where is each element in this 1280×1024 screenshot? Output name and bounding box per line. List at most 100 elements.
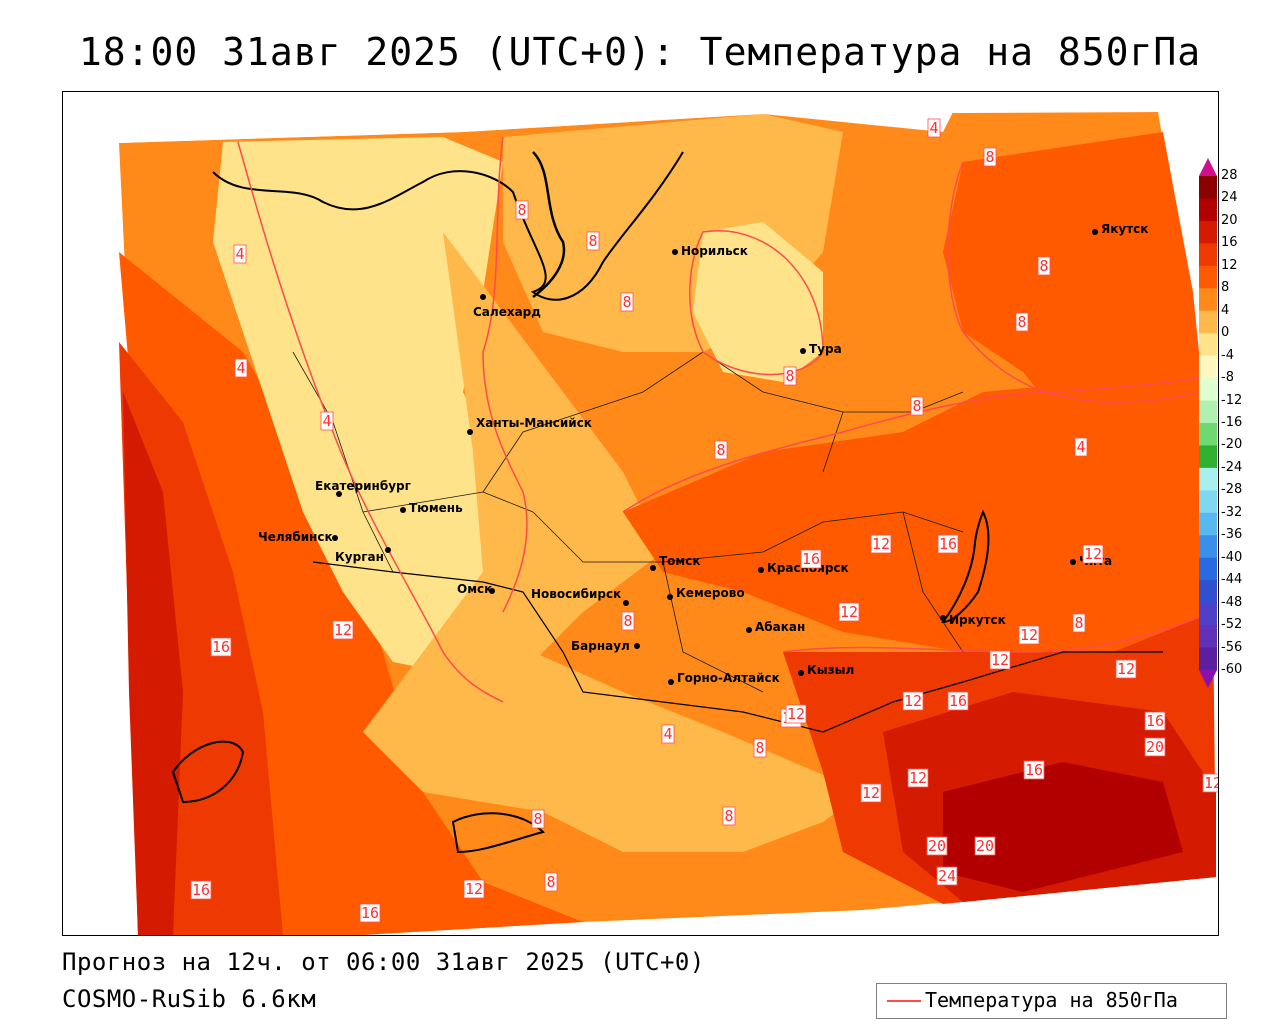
colorbar-tick-label: 20 xyxy=(1221,212,1238,228)
isoline-value-label: 8 xyxy=(517,201,526,219)
isoline-label-box xyxy=(234,358,248,378)
city-dot xyxy=(940,615,946,621)
isoline-label-box xyxy=(332,620,354,640)
isoline-label-box xyxy=(233,244,247,264)
isoline-label-box xyxy=(320,411,334,431)
warm-zone-east xyxy=(623,372,1213,652)
coastline xyxy=(212,151,684,301)
isoline-value-label: 8 xyxy=(716,441,725,459)
colorbar-tick-label: 16 xyxy=(1221,235,1238,251)
isoline-label-box xyxy=(947,691,969,711)
isoline-label-box xyxy=(1115,659,1137,679)
colorbar-segment xyxy=(1199,243,1217,267)
colorbar-segment xyxy=(1199,580,1217,604)
isoline-label-box xyxy=(907,768,929,788)
isoline-label-box xyxy=(531,809,545,829)
isoline-value-label: 16 xyxy=(949,692,967,710)
colorbar-segment xyxy=(1199,625,1217,649)
city-dot xyxy=(668,679,674,685)
colorbar-tick-label: -16 xyxy=(1221,415,1243,430)
colorbar xyxy=(1199,158,1217,688)
colorbar-segment xyxy=(1199,490,1217,514)
isotherm-4 xyxy=(237,141,504,703)
mild-band-south xyxy=(363,652,863,852)
colorbar-tick-label: 0 xyxy=(1221,325,1230,341)
isoline-value-label: 12 xyxy=(862,784,880,802)
isoline-value-label: 12 xyxy=(872,535,890,553)
city-dot xyxy=(798,670,804,676)
colorbar-tick-label: -36 xyxy=(1221,527,1243,543)
isoline-value-label: 20 xyxy=(1146,738,1164,756)
colorbar-tick-label: -48 xyxy=(1221,594,1243,610)
city-label-yekaterinburg: Екатеринбург xyxy=(315,479,411,493)
isoline-label-box xyxy=(1202,773,1218,793)
city-dot xyxy=(400,507,406,513)
city-dot xyxy=(336,491,342,497)
colorbar-segment xyxy=(1199,265,1217,289)
city-label-omsk: Омск xyxy=(457,582,492,596)
city-label-khanty: Ханты-Мансийск xyxy=(476,416,592,430)
isoline-value-label: 8 xyxy=(755,739,764,757)
colorbar-segment xyxy=(1199,333,1217,357)
model-info: COSMO-RuSib 6.6км xyxy=(62,985,317,1013)
isoline-value-label: 20 xyxy=(928,837,946,855)
city-dot xyxy=(634,643,640,649)
isoline-label-box xyxy=(1037,256,1051,276)
city-dot xyxy=(332,535,338,541)
isoline-label-box xyxy=(621,611,635,631)
forecast-info: Прогноз на 12ч. от 06:00 31авг 2025 (UTC… xyxy=(62,948,705,976)
colorbar-tick-label: -20 xyxy=(1221,437,1243,453)
city-label-kurgan: Курган xyxy=(335,550,384,564)
isoline-value-label: 12 xyxy=(1020,626,1038,644)
isoline-label-box xyxy=(983,147,997,167)
city-label-kemerovo: Кемерово xyxy=(676,586,745,600)
isoline-label-box xyxy=(1144,711,1166,731)
isoline-label-box xyxy=(783,366,797,386)
isoline-value-label: 8 xyxy=(912,397,921,415)
isoline-value-label: 8 xyxy=(1074,614,1083,632)
city-label-novosibirsk: Новосибирск xyxy=(531,587,621,601)
isotherm-12 xyxy=(782,611,1214,653)
legend-line-swatch xyxy=(887,1000,921,1002)
isoline-value-label: 16 xyxy=(939,535,957,553)
city-label-salekhard: Салехард xyxy=(473,305,541,319)
cool-patch-tura xyxy=(693,222,823,382)
aral-coast xyxy=(451,812,545,854)
isoline-value-label: 12 xyxy=(787,705,805,723)
city-label-abakan: Абакан xyxy=(755,620,805,634)
city-dot xyxy=(385,547,391,553)
yenisei-coast xyxy=(532,151,566,298)
city-label-tura: Тура xyxy=(809,342,842,356)
isotherm-yakutia xyxy=(947,161,1204,404)
colorbar-tick-label: 28 xyxy=(1221,168,1238,183)
colorbar-segment xyxy=(1199,355,1217,379)
temperature-map: Норильск Якутск Салехард Тура Ханты-Манс… xyxy=(62,91,1219,936)
city-label-kyzyl: Кызыл xyxy=(807,663,854,677)
colorbar-top-arrow xyxy=(1199,158,1217,176)
isoline-label-box xyxy=(515,200,529,220)
isoline-label-box xyxy=(870,534,892,554)
isoline-label-box xyxy=(860,783,882,803)
colorbar-tick-label: -8 xyxy=(1221,370,1234,386)
city-dot xyxy=(672,249,678,255)
isoline-label-box xyxy=(910,396,924,416)
isoline-value-label: 4 xyxy=(663,725,672,743)
isoline-value-label: 4 xyxy=(322,412,331,430)
isoline-value-label: 12 xyxy=(1204,774,1218,792)
isoline-value-label: 12 xyxy=(334,621,352,639)
isoline-value-label: 12 xyxy=(1084,545,1102,563)
isoline-label-box xyxy=(989,650,1011,670)
isoline-label-box xyxy=(544,872,558,892)
isoline-label-box xyxy=(190,880,212,900)
isoline-label-box xyxy=(1082,544,1104,564)
cool-band-west xyxy=(213,137,523,672)
kazakhstan-border xyxy=(312,561,1163,733)
isoline-value-label: 16 xyxy=(192,881,210,899)
colorbar-tick-label: 4 xyxy=(1221,302,1230,318)
city-dot xyxy=(480,294,486,300)
isoline-value-label: 8 xyxy=(1017,313,1026,331)
isoline-value-label: 4 xyxy=(235,245,244,263)
mild-band-central xyxy=(363,232,663,792)
colorbar-segment xyxy=(1199,378,1217,402)
city-dot xyxy=(623,600,629,606)
